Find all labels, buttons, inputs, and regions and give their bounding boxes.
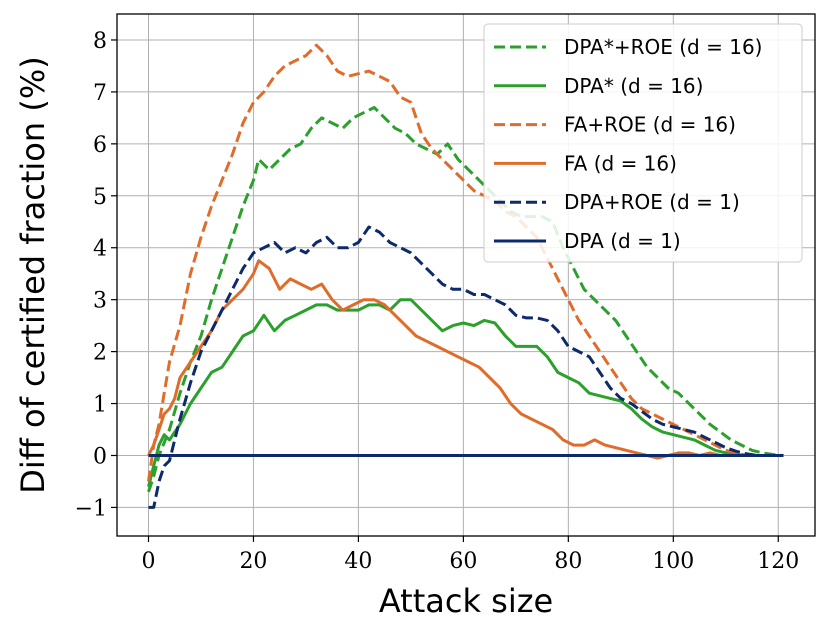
series-line-2: [147, 298, 784, 488]
plot-frame: [116, 13, 816, 537]
x-tick-label: 40: [344, 549, 372, 574]
x-tick-label: 20: [239, 549, 267, 574]
series-line-5: [148, 225, 784, 509]
x-tick-label: 120: [757, 549, 799, 574]
y-tick-label: 2: [93, 341, 107, 366]
x-tick-label: 80: [554, 549, 582, 574]
y-tick-label: 7: [93, 81, 107, 106]
y-tick-label: −1: [75, 496, 107, 521]
legend-entry: DPA+ROE (d = 1): [564, 190, 740, 214]
legend-entry: DPA* (d = 16): [564, 74, 703, 98]
legend: DPA*+ROE (d = 16) DPA* (d = 16) FA+ROE (d …: [483, 23, 803, 263]
series-line-1: [147, 106, 784, 493]
x-axis-title: Attack size: [379, 582, 553, 620]
legend-entry: FA+ROE (d = 16): [564, 113, 736, 137]
series-line-3: [147, 43, 784, 482]
legend-entry: DPA (d = 1): [564, 229, 681, 253]
y-tick-label: 6: [93, 133, 107, 158]
y-tick-label: 0: [93, 444, 107, 469]
y-tick-label: 5: [93, 185, 107, 210]
y-tick-label: 3: [93, 289, 107, 314]
y-tick-label: 4: [93, 237, 107, 262]
x-tick-label: 0: [141, 549, 155, 574]
legend-entry: FA (d = 16): [564, 151, 677, 175]
legend-entry: DPA*+ROE (d = 16): [564, 35, 762, 59]
y-tick-label: 8: [93, 29, 107, 54]
y-tick-label: 1: [93, 393, 107, 418]
legend-box: [483, 23, 803, 263]
x-tick-label: 100: [652, 549, 694, 574]
plot-series: [147, 43, 784, 509]
x-tick-label: 60: [449, 549, 477, 574]
axis-ticks: 0 20 40 60 80 100 120 −1 0 1 2 3 4 5 6 7 8: [75, 29, 800, 574]
y-axis-title: Diff of certified fraction (%): [14, 56, 52, 493]
